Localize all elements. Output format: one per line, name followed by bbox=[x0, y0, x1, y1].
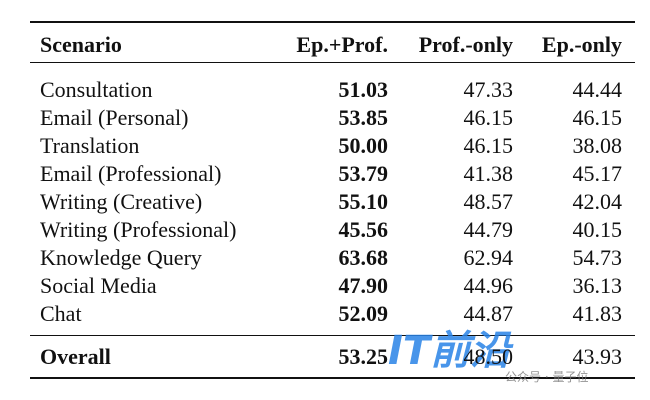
header-rule bbox=[30, 62, 635, 63]
value-cell: 44.79 bbox=[463, 217, 514, 242]
value-cell: 41.83 bbox=[572, 301, 623, 326]
value-cell: 41.38 bbox=[463, 161, 514, 186]
value-cell: 51.03 bbox=[338, 77, 389, 102]
value-cell: 52.09 bbox=[338, 301, 389, 326]
value-cell: 45.17 bbox=[572, 161, 623, 186]
value-cell: 62.94 bbox=[463, 245, 514, 270]
value-cell: 40.15 bbox=[572, 217, 623, 242]
top-rule bbox=[30, 21, 635, 23]
value-cell: 44.87 bbox=[463, 301, 514, 326]
value-cell: 36.13 bbox=[572, 273, 623, 298]
watermark-logo: IT前沿 bbox=[388, 328, 511, 374]
row-label: Email (Personal) bbox=[40, 105, 189, 130]
value-cell: 50.00 bbox=[338, 133, 389, 158]
overall-label: Overall bbox=[40, 344, 111, 369]
row-label: Social Media bbox=[40, 273, 157, 298]
value-cell: 53.85 bbox=[338, 105, 389, 130]
overall-value: 43.93 bbox=[572, 344, 623, 369]
header-cell: Scenario bbox=[40, 32, 122, 57]
header-cell: Prof.-only bbox=[418, 32, 513, 57]
value-cell: 45.56 bbox=[338, 217, 389, 242]
row-label: Writing (Creative) bbox=[40, 189, 203, 214]
overall-value: 48.50 bbox=[463, 344, 514, 369]
value-cell: 53.79 bbox=[338, 161, 389, 186]
overall-value: 53.25 bbox=[338, 344, 389, 369]
value-cell: 54.73 bbox=[572, 245, 623, 270]
header-cell: Ep.-only bbox=[541, 32, 622, 57]
row-label: Knowledge Query bbox=[40, 245, 202, 270]
row-label: Chat bbox=[40, 301, 82, 326]
watermark-source: 公众号 · 量子位 bbox=[505, 370, 589, 384]
value-cell: 46.15 bbox=[572, 105, 623, 130]
value-cell: 47.90 bbox=[338, 273, 389, 298]
value-cell: 46.15 bbox=[463, 133, 514, 158]
value-cell: 38.08 bbox=[572, 133, 623, 158]
header-cell: Ep.+Prof. bbox=[296, 32, 388, 57]
value-cell: 63.68 bbox=[338, 245, 389, 270]
row-label: Email (Professional) bbox=[40, 161, 222, 186]
value-cell: 42.04 bbox=[572, 189, 623, 214]
value-cell: 46.15 bbox=[463, 105, 514, 130]
bottom-rule bbox=[30, 377, 635, 379]
value-cell: 44.96 bbox=[463, 273, 514, 298]
value-cell: 55.10 bbox=[338, 189, 389, 214]
row-label: Consultation bbox=[40, 77, 153, 102]
value-cell: 47.33 bbox=[463, 77, 514, 102]
value-cell: 44.44 bbox=[572, 77, 623, 102]
row-label: Writing (Professional) bbox=[40, 217, 237, 242]
value-cell: 48.57 bbox=[463, 189, 514, 214]
overall-rule bbox=[30, 335, 635, 336]
row-label: Translation bbox=[40, 133, 140, 158]
